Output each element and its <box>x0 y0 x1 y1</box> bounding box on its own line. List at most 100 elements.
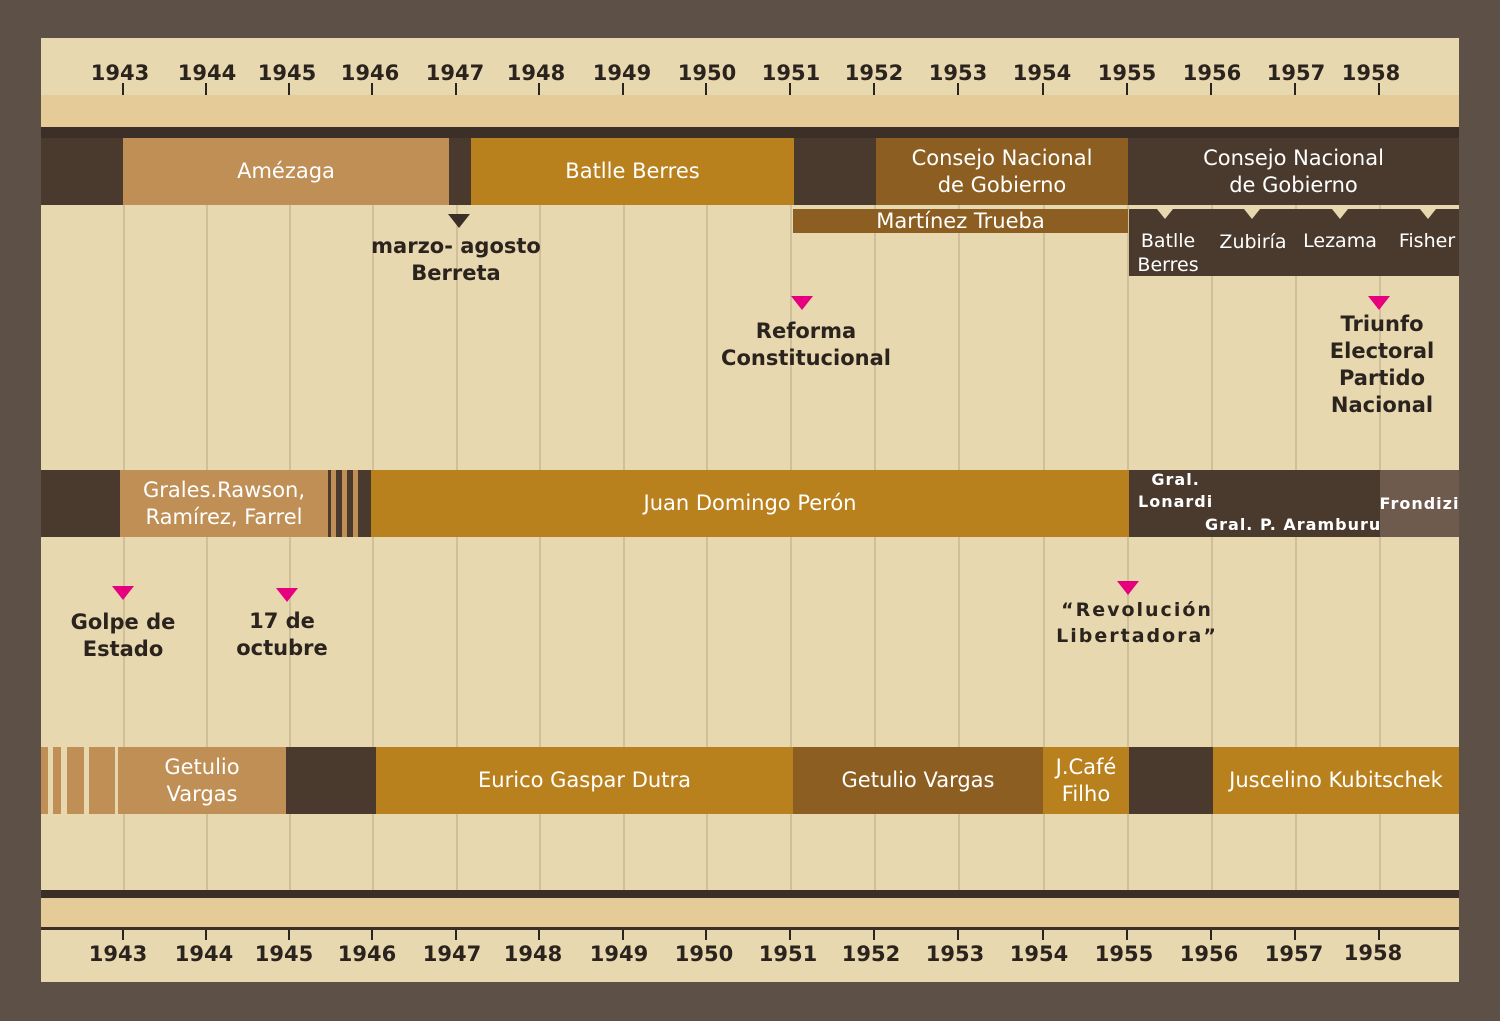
year-label: 1955 <box>1097 61 1157 85</box>
berreta-marker <box>448 214 470 228</box>
batlle-berres-label: Batlle Berres <box>565 159 700 183</box>
president-marker <box>1420 209 1436 219</box>
president-marker <box>1244 209 1260 219</box>
grales-line-2: Ramírez, Farrel <box>145 504 303 529</box>
triunfo-line-4: Nacional <box>1330 393 1434 417</box>
getulio-vargas-label-2: Getulio Vargas <box>841 768 995 792</box>
year-label: 1953 <box>928 61 988 85</box>
octubre-annotation: 17 de octubre <box>236 608 328 662</box>
tick <box>455 83 457 95</box>
bottom-axis-band <box>41 898 1459 927</box>
president-batlle-berres: Batlle Berres <box>1137 230 1199 276</box>
tick <box>789 930 791 940</box>
bottom-axis-line <box>41 890 1459 898</box>
revolucion-marker <box>1117 581 1139 595</box>
year-label: 1954 <box>1012 61 1072 85</box>
tick <box>873 930 875 940</box>
berreta-annotation: marzo- agosto Berreta <box>371 233 541 287</box>
year-label: 1945 <box>257 61 317 85</box>
bottom-axis-rule <box>41 927 1459 930</box>
frondizi-bar: Frondizi <box>1380 470 1459 537</box>
cafe-line-1: J.Café <box>1055 754 1117 779</box>
tick <box>122 930 124 940</box>
tick <box>122 83 124 95</box>
year-label: 1958 <box>1343 941 1403 965</box>
frondizi-label: Frondizi <box>1380 494 1459 513</box>
martinez-trueba-label: Martínez Trueba <box>876 209 1045 233</box>
getulio-label-1: Getulio Vargas <box>164 754 239 808</box>
octubre-marker <box>276 588 298 602</box>
lonardi-line-1: Gral. <box>1151 470 1200 489</box>
year-label: 1951 <box>758 942 818 966</box>
president-lezama: Lezama <box>1303 230 1377 252</box>
grales-bar: Grales.Rawson, Ramírez, Farrel <box>120 470 328 537</box>
getulio-line-2: Vargas <box>166 781 238 806</box>
triunfo-annotation: Triunfo Electoral Partido Nacional <box>1330 311 1434 419</box>
president-zubiria: Zubiría <box>1219 231 1287 253</box>
tick <box>1126 930 1128 940</box>
year-label: 1948 <box>506 61 566 85</box>
triunfo-line-3: Partido <box>1338 366 1426 390</box>
year-label: 1951 <box>761 61 821 85</box>
octubre-line-1: 17 de <box>249 609 315 633</box>
reforma-marker <box>791 296 813 310</box>
tick <box>789 83 791 95</box>
tick <box>622 930 624 940</box>
berreta-line-2: Berreta <box>411 261 501 285</box>
year-label: 1953 <box>925 942 985 966</box>
year-label: 1945 <box>254 942 314 966</box>
year-label: 1947 <box>422 942 482 966</box>
triunfo-marker <box>1368 296 1390 310</box>
lonardi-line-2: Lonardi <box>1138 492 1214 511</box>
reforma-line-1: Reforma <box>755 319 857 343</box>
berreta-line-1: marzo- agosto <box>371 234 541 258</box>
tick <box>873 83 875 95</box>
year-label: 1949 <box>592 61 652 85</box>
dark-gap-bar <box>286 747 376 814</box>
tick <box>1210 930 1212 940</box>
year-label: 1944 <box>174 942 234 966</box>
president-marker <box>1157 209 1173 219</box>
dark-gap-bar <box>1129 747 1213 814</box>
getulio-vargas-bar-1: Getulio Vargas <box>118 747 286 814</box>
cafe-line-2: Filho <box>1061 781 1111 806</box>
martinez-trueba-bar: Martínez Trueba <box>793 209 1128 233</box>
year-label: 1956 <box>1182 61 1242 85</box>
consejo-nacional-label-1: Consejo Nacional de Gobierno <box>911 145 1093 197</box>
tick <box>1042 930 1044 940</box>
year-label: 1952 <box>844 61 904 85</box>
cafe-filho-bar: J.Café Filho <box>1043 747 1129 814</box>
dutra-label: Eurico Gaspar Dutra <box>478 768 691 792</box>
peron-bar: Juan Domingo Perón <box>371 470 1129 537</box>
consejo-nacional-bar-2: Consejo Nacional de Gobierno <box>1128 138 1459 205</box>
year-label: 1955 <box>1094 942 1154 966</box>
year-label: 1943 <box>90 61 150 85</box>
year-label: 1948 <box>503 942 563 966</box>
amezaga-bar: Amézaga <box>123 138 449 205</box>
golpe-line-1: Golpe de <box>70 610 176 634</box>
kubitschek-bar: Juscelino Kubitschek <box>1213 747 1459 814</box>
tick <box>538 930 540 940</box>
tick <box>957 83 959 95</box>
getulio-vargas-bar-2: Getulio Vargas <box>793 747 1043 814</box>
tick <box>1378 930 1380 940</box>
timeline-panel: 1943 1944 1945 1946 1947 1948 1949 1950 … <box>41 38 1459 982</box>
tick <box>622 83 624 95</box>
year-label: 1943 <box>88 942 148 966</box>
transition-stripe <box>41 747 48 814</box>
golpe-line-2: Estado <box>82 637 164 661</box>
peron-label: Juan Domingo Perón <box>643 491 857 515</box>
tick <box>1042 83 1044 95</box>
year-label: 1950 <box>674 942 734 966</box>
year-label: 1947 <box>425 61 485 85</box>
amezaga-label: Amézaga <box>237 159 335 183</box>
tick <box>288 83 290 95</box>
year-label: 1949 <box>589 942 649 966</box>
tick <box>1378 83 1380 95</box>
president-marker <box>1332 209 1348 219</box>
tick <box>288 930 290 940</box>
kubitschek-label: Juscelino Kubitschek <box>1229 768 1443 792</box>
year-label: 1958 <box>1341 61 1401 85</box>
tick <box>1294 930 1296 940</box>
transition-stripe <box>342 470 347 537</box>
